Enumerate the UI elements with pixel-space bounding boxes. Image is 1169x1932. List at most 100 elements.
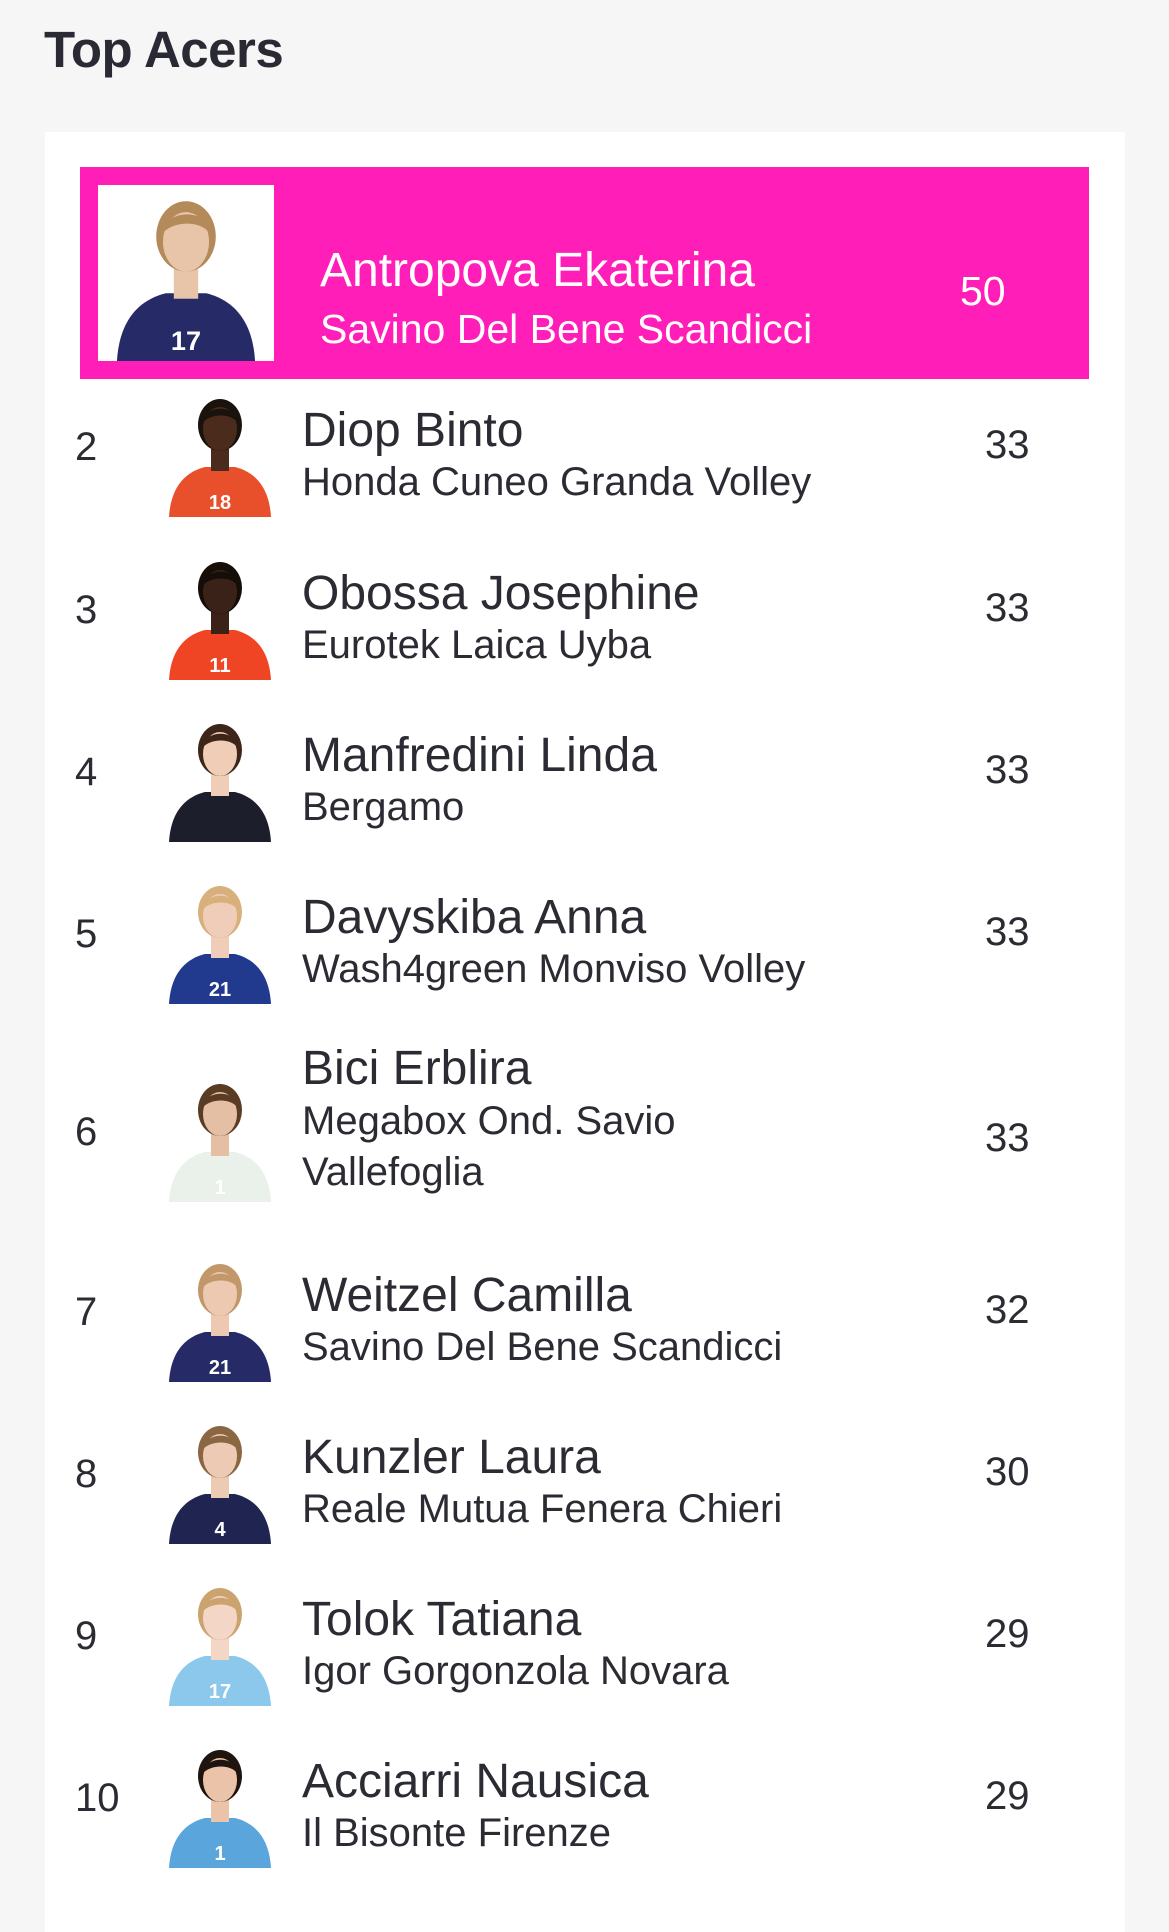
jersey-number: 17 — [171, 325, 201, 356]
neck-shape — [173, 268, 199, 299]
jersey-number: 17 — [209, 1681, 231, 1703]
player-score: 32 — [985, 1288, 1030, 1332]
hair-top-shape — [202, 733, 238, 748]
face-shape — [203, 1272, 237, 1316]
jersey-number: 18 — [209, 492, 231, 514]
list-item[interactable]: 10 1 Acciarri Nausica Il Bisonte Firenze… — [45, 1738, 1125, 1888]
player-team: Wash4green Monviso Volley — [302, 947, 806, 991]
player-score: 33 — [985, 910, 1030, 954]
list-item[interactable]: 9 17 Tolok Tatiana Igor Gorgonzola Novar… — [45, 1576, 1125, 1726]
list-item[interactable]: 3 11 Obossa Josephine Eurotek Laica Uyba… — [45, 550, 1125, 700]
hair-top-shape — [202, 1435, 238, 1450]
list-item[interactable]: 6 1 Bici Erblira Megabox Ond. Savio Vall… — [45, 1045, 1125, 1222]
player-photo: 17 — [98, 185, 274, 361]
player-name: Manfredini Linda — [302, 729, 657, 782]
player-team: Bergamo — [302, 785, 465, 829]
neck-shape — [211, 449, 229, 471]
player-name: Weitzel Camilla — [302, 1269, 632, 1322]
player-rank: 5 — [75, 912, 98, 956]
face-shape — [203, 1092, 237, 1136]
hair-top-shape — [202, 1273, 238, 1288]
player-rank: 6 — [75, 1110, 98, 1154]
neck-shape — [211, 1134, 229, 1156]
list-item[interactable]: 7 21 Weitzel Camilla Savino Del Bene Sca… — [45, 1252, 1125, 1402]
player-rank: 7 — [75, 1290, 98, 1334]
player-name: Kunzler Laura — [302, 1431, 601, 1484]
jersey-shape — [169, 1494, 271, 1544]
player-photo: 17 — [155, 1576, 285, 1706]
list-item[interactable]: 5 21 Davyskiba Anna Wash4green Monviso V… — [45, 874, 1125, 1024]
hair-top-shape — [202, 1093, 238, 1108]
jersey-shape — [169, 467, 271, 517]
hair-top-shape — [202, 408, 238, 423]
neck-shape — [211, 1800, 229, 1822]
neck-shape — [211, 936, 229, 958]
jersey-number: 4 — [214, 1519, 226, 1541]
jersey-shape — [116, 293, 256, 361]
player-team: Il Bisonte Firenze — [302, 1811, 612, 1855]
player-name: Acciarri Nausica — [302, 1755, 649, 1808]
player-score: 29 — [985, 1612, 1030, 1656]
player-score: 33 — [985, 748, 1030, 792]
jersey-number: 1 — [214, 1177, 225, 1199]
player-rank: 10 — [75, 1776, 120, 1820]
hair-top-shape — [202, 1759, 238, 1774]
hair-top-shape — [202, 1597, 238, 1612]
player-rank: 9 — [75, 1614, 98, 1658]
player-name: Antropova Ekaterina — [320, 244, 755, 297]
player-team: Savino Del Bene Scandicci — [320, 306, 813, 352]
list-item[interactable]: 4 Manfredini Linda Bergamo 33 — [45, 712, 1125, 862]
face-shape — [203, 1434, 237, 1478]
player-name: Diop Binto — [302, 404, 524, 457]
jersey-shape — [169, 1656, 271, 1706]
neck-shape — [211, 1476, 229, 1498]
player-name: Obossa Josephine — [302, 567, 700, 620]
face-shape — [203, 1758, 237, 1802]
face-shape — [203, 732, 237, 776]
list-item[interactable]: 8 4 Kunzler Laura Reale Mutua Fenera Chi… — [45, 1414, 1125, 1564]
hair-top-shape — [202, 895, 238, 910]
player-score: 33 — [985, 1116, 1030, 1160]
neck-shape — [211, 612, 229, 634]
jersey-shape — [169, 1152, 271, 1202]
player-team: Megabox Ond. Savio Vallefoglia — [302, 1099, 676, 1194]
player-score: 33 — [985, 423, 1030, 467]
player-photo: 21 — [155, 874, 285, 1004]
player-score: 30 — [985, 1450, 1030, 1494]
player-photo: 1 — [155, 1738, 285, 1868]
face-shape — [203, 894, 237, 938]
player-team: Honda Cuneo Granda Volley — [302, 460, 812, 504]
face-shape — [203, 570, 237, 614]
player-team: Reale Mutua Fenera Chieri — [302, 1487, 783, 1531]
player-photo: 4 — [155, 1414, 285, 1544]
player-score: 33 — [985, 586, 1030, 630]
face-shape — [162, 212, 210, 272]
leaderboard-card: 17 Antropova Ekaterina Savino Del Bene S… — [45, 132, 1125, 1932]
player-rank: 8 — [75, 1452, 98, 1496]
jersey-shape — [169, 954, 271, 1004]
list-item[interactable]: 2 18 Diop Binto Honda Cuneo Granda Volle… — [45, 387, 1125, 537]
jersey-shape — [169, 1818, 271, 1868]
jersey-shape — [169, 792, 271, 842]
player-photo: 21 — [155, 1252, 285, 1382]
player-photo: 11 — [155, 550, 285, 680]
player-rank: 4 — [75, 750, 98, 794]
player-team: Igor Gorgonzola Novara — [302, 1649, 729, 1693]
face-shape — [203, 407, 237, 451]
player-photo — [155, 712, 285, 842]
player-score: 29 — [985, 1774, 1030, 1818]
player-name: Bici Erblira — [302, 1042, 532, 1095]
jersey-number: 1 — [214, 1843, 225, 1865]
neck-shape — [211, 1314, 229, 1336]
player-rank: 2 — [75, 425, 98, 469]
player-team: Savino Del Bene Scandicci — [302, 1325, 783, 1369]
hair-top-shape — [202, 571, 238, 586]
player-team: Eurotek Laica Uyba — [302, 623, 652, 667]
player-photo: 18 — [155, 387, 285, 517]
leader-row[interactable]: 17 Antropova Ekaterina Savino Del Bene S… — [80, 167, 1089, 379]
jersey-number: 21 — [209, 1357, 231, 1379]
jersey-number: 21 — [209, 979, 231, 1001]
jersey-shape — [169, 1332, 271, 1382]
face-shape — [203, 1596, 237, 1640]
hair-top-shape — [161, 214, 211, 234]
